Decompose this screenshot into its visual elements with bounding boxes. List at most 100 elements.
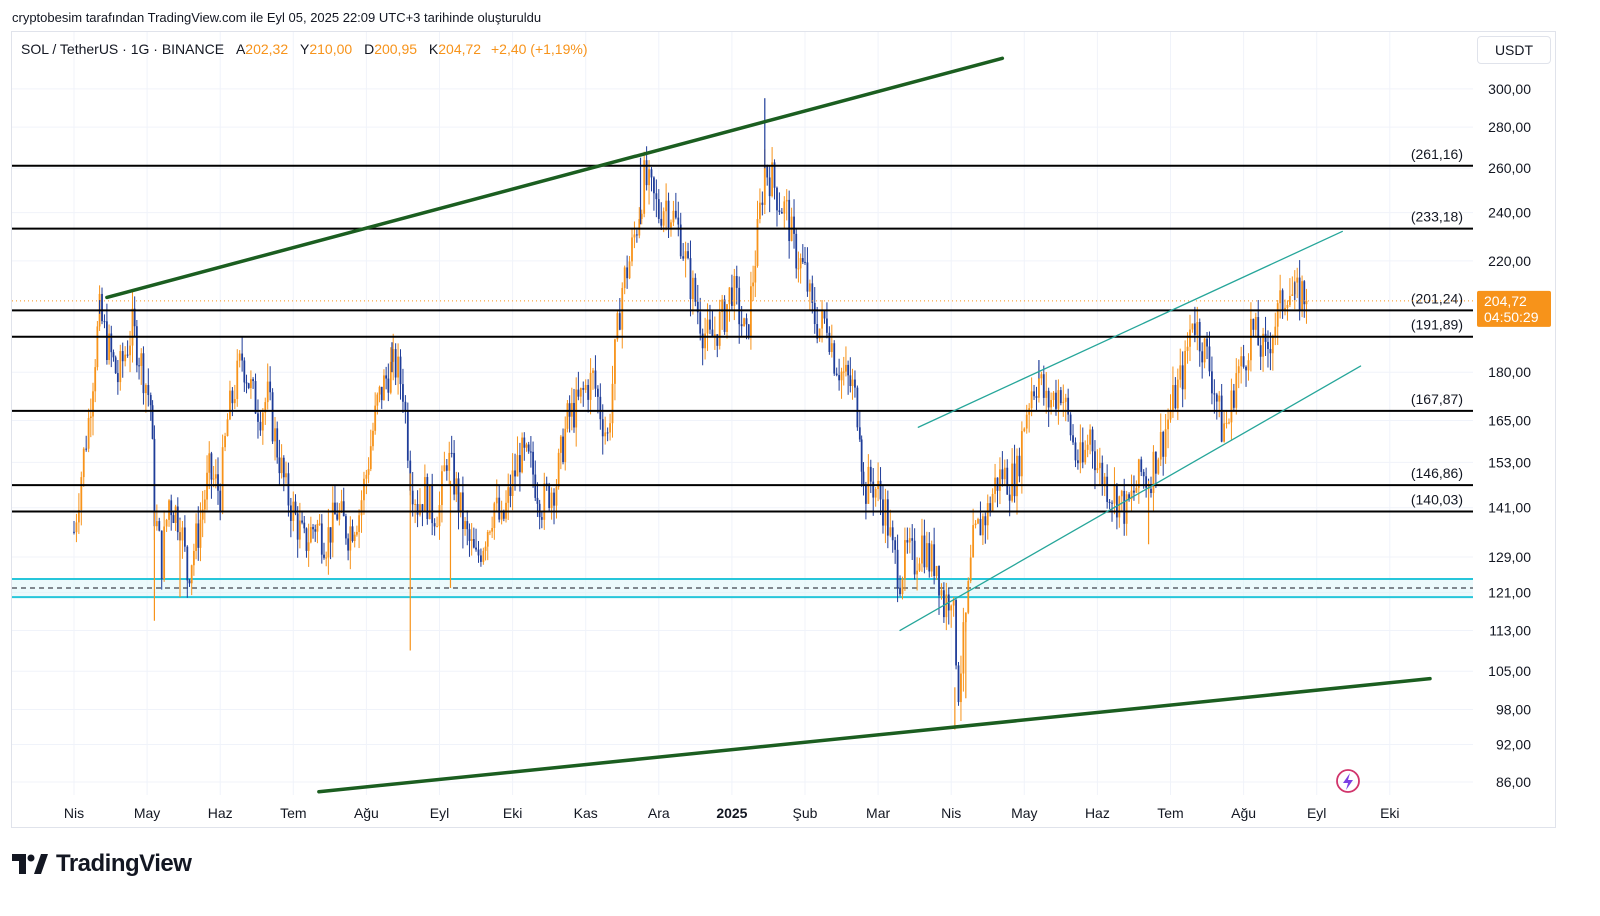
y-tick-label: 141,00 [1488, 500, 1531, 516]
currency-button[interactable]: USDT [1477, 36, 1551, 64]
candle-body [190, 565, 193, 584]
candle-body [950, 605, 953, 611]
candle-body [226, 419, 229, 437]
candle-body [176, 506, 179, 533]
candle-body [336, 514, 339, 520]
candle-body [785, 199, 788, 202]
candle-body [241, 353, 244, 361]
candle-body [77, 509, 80, 523]
candle-body [320, 523, 323, 555]
candle-body [1176, 379, 1179, 409]
low-label: D [364, 41, 375, 57]
candle-body [696, 301, 699, 313]
candle-body [502, 510, 505, 519]
candle-body [243, 360, 246, 383]
candle-body [441, 471, 443, 506]
candle-body [960, 673, 962, 703]
candle-body [1269, 348, 1272, 354]
candle-body [645, 160, 648, 186]
candle-body [491, 527, 494, 532]
candle-body [199, 519, 202, 548]
y-tick-label: 129,00 [1488, 549, 1531, 565]
candle-body [192, 551, 195, 566]
candle-body [1103, 476, 1106, 486]
candle-body [689, 258, 692, 300]
candle-body [470, 539, 473, 541]
candle-body [776, 187, 778, 211]
candle-body [436, 526, 438, 528]
open-value: 202,32 [245, 41, 289, 57]
candle-body [316, 524, 319, 532]
y-tick-label: 86,00 [1496, 774, 1531, 790]
candle-body [1247, 360, 1250, 371]
candle-body [402, 384, 404, 402]
candle-body [738, 287, 741, 325]
candle-body [728, 287, 731, 305]
candle-body [928, 543, 931, 572]
candle-body [921, 535, 923, 564]
lightning-icon[interactable] [1336, 769, 1360, 793]
candle-body [448, 452, 451, 471]
candle-body [309, 527, 312, 543]
candle-body [935, 566, 938, 576]
candle-body [1113, 486, 1116, 504]
candle-body [1213, 393, 1216, 395]
candle-body [797, 268, 800, 270]
candle-body [858, 427, 861, 440]
candle-body [1305, 300, 1308, 305]
candle-body [1115, 486, 1118, 518]
x-tick-label: Eki [1380, 805, 1399, 821]
candle-body [153, 438, 156, 527]
y-tick-label: 105,00 [1488, 663, 1531, 679]
candle-body [453, 452, 456, 495]
candle-body [468, 529, 471, 541]
last-price-value: 204,72 [1484, 293, 1527, 309]
y-tick-label: 260,00 [1488, 160, 1531, 176]
candle-body [599, 396, 602, 420]
candle-body [733, 276, 736, 306]
candle-body [894, 540, 897, 550]
candle-body [548, 485, 551, 509]
candle-body [1016, 455, 1018, 497]
candle-body [718, 311, 721, 346]
candle-body [1011, 463, 1014, 501]
candle-body [596, 388, 599, 397]
candle-body [830, 343, 833, 352]
candle-body [1264, 333, 1267, 342]
tradingview-logo[interactable]: TradingView [12, 850, 192, 878]
candle-body [540, 517, 543, 520]
candle-body [788, 199, 791, 242]
candle-body [73, 531, 75, 533]
symbol-label[interactable]: SOL / TetherUS · 1G · BINANCE [21, 41, 225, 57]
candle-body [1052, 392, 1055, 400]
candle-body [1298, 277, 1301, 311]
candle-body [285, 473, 287, 478]
candle-body [245, 382, 248, 384]
candle-body [1013, 463, 1016, 497]
candle-body [955, 599, 957, 666]
candle-body [340, 501, 343, 511]
candle-body [614, 339, 616, 384]
candle-body [423, 477, 426, 512]
candle-body [1120, 490, 1123, 497]
candle-body [1164, 429, 1167, 457]
candle-body [121, 351, 124, 362]
candle-body [818, 328, 821, 339]
candle-body [653, 177, 655, 194]
candle-body [1225, 422, 1228, 424]
candle-body [129, 345, 131, 356]
candle-body [1201, 351, 1204, 363]
candle-body [523, 437, 526, 448]
candle-body [280, 457, 283, 474]
candle-body [856, 387, 859, 428]
candle-body [709, 319, 711, 330]
candle-body [969, 557, 972, 582]
candle-body [566, 403, 569, 429]
candle-body [1094, 451, 1096, 471]
candle-body [203, 499, 206, 510]
candle-body [967, 581, 970, 613]
last-price-tag [1477, 290, 1551, 327]
candle-body [1091, 429, 1094, 452]
candle-body [562, 436, 564, 463]
